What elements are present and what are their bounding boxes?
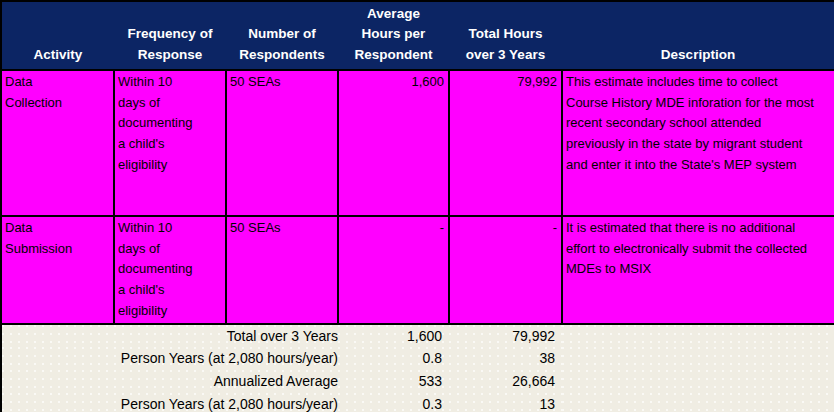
summary-empty-cell — [562, 347, 834, 370]
summary-label: Person Years (at 2,080 hours/year) — [1, 347, 338, 370]
summary-total-hours: 13 — [449, 393, 562, 412]
description-text: It is estimated that there is no additio… — [566, 218, 818, 280]
cell-description: It is estimated that there is no additio… — [562, 216, 834, 324]
summary-row-total: Total over 3 Years 1,600 79,992 — [1, 324, 834, 347]
summary-total-hours: 38 — [449, 347, 562, 370]
col-header-activity: Activity — [1, 1, 114, 70]
summary-avg-hours: 0.3 — [338, 393, 449, 412]
summary-avg-hours: 1,600 — [338, 324, 449, 347]
col-header-avg-hours: Average Hours per Respondent — [338, 1, 449, 70]
cell-frequency: Within 10 days of documenting a child's … — [114, 70, 226, 216]
cell-total-hours: 79,992 — [449, 70, 562, 216]
activity-text: Data Submission — [5, 218, 85, 260]
col-header-total-hours: Total Hours over 3 Years — [449, 1, 562, 70]
summary-row-person-years: Person Years (at 2,080 hours/year) 0.8 3… — [1, 347, 834, 370]
cell-respondents: 50 SEAs — [226, 216, 338, 324]
description-text: This estimate includes time to collect C… — [566, 72, 818, 176]
summary-empty-cell — [562, 393, 834, 412]
summary-section: Total over 3 Years 1,600 79,992 Person Y… — [1, 324, 834, 412]
cell-activity: Data Submission — [1, 216, 114, 324]
cell-avg-hours: - — [338, 216, 449, 324]
col-header-description: Description — [562, 1, 834, 70]
summary-total-hours: 26,664 — [449, 370, 562, 393]
col-header-respondents: Number of Respondents — [226, 1, 338, 70]
summary-row-person-years-annual: Person Years (at 2,080 hours/year) 0.3 1… — [1, 393, 834, 412]
table-row-data-collection: Data Collection Within 10 days of docume… — [1, 70, 834, 216]
cell-frequency: Within 10 days of documenting a child's … — [114, 216, 226, 324]
summary-row-annualized: Annualized Average 533 26,664 — [1, 370, 834, 393]
cell-avg-hours: 1,600 — [338, 70, 449, 216]
cell-activity: Data Collection — [1, 70, 114, 216]
summary-label: Person Years (at 2,080 hours/year) — [1, 393, 338, 412]
frequency-text: Within 10 days of documenting a child's … — [118, 218, 202, 322]
col-header-frequency: Frequency of Response — [114, 1, 226, 70]
summary-avg-hours: 533 — [338, 370, 449, 393]
header-row: Activity Frequency of Response Number of… — [1, 1, 834, 70]
burden-estimate-table: Activity Frequency of Response Number of… — [0, 0, 834, 412]
table-body: Data Collection Within 10 days of docume… — [1, 70, 834, 324]
activity-text: Data Collection — [5, 72, 85, 114]
summary-label: Annualized Average — [1, 370, 338, 393]
table-row-data-submission: Data Submission Within 10 days of docume… — [1, 216, 834, 324]
table-header: Activity Frequency of Response Number of… — [1, 1, 834, 70]
cell-description: This estimate includes time to collect C… — [562, 70, 834, 216]
document-page: Activity Frequency of Response Number of… — [0, 0, 834, 412]
summary-empty-cell — [562, 324, 834, 347]
summary-avg-hours: 0.8 — [338, 347, 449, 370]
frequency-text: Within 10 days of documenting a child's … — [118, 72, 202, 176]
summary-empty-cell — [562, 370, 834, 393]
cell-total-hours: - — [449, 216, 562, 324]
summary-label: Total over 3 Years — [1, 324, 338, 347]
cell-respondents: 50 SEAs — [226, 70, 338, 216]
summary-total-hours: 79,992 — [449, 324, 562, 347]
